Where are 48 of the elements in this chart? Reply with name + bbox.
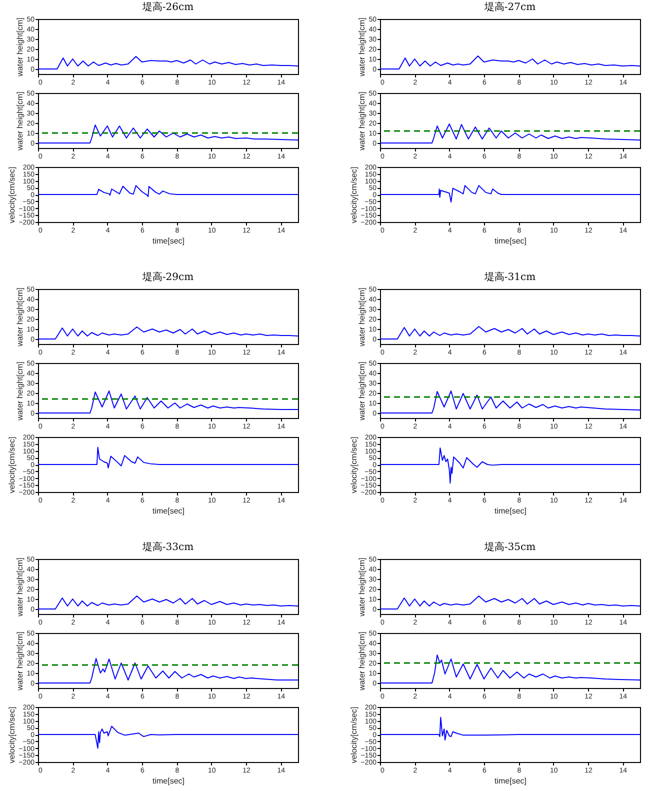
y-axis-title: water height[cm] (16, 18, 25, 78)
y-axis-title: water height[cm] (16, 632, 25, 692)
y-axis-title: velocity[cm/sec] (8, 436, 17, 494)
y-axis-title: water height[cm] (358, 288, 367, 348)
line-series (38, 726, 298, 749)
y-axis-title: velocity[cm/sec] (350, 166, 359, 224)
chart-title: 堤高-29cm (141, 271, 194, 283)
line-series (38, 446, 298, 468)
line-series (380, 654, 640, 684)
line-series (38, 185, 298, 198)
chart-title: 堤高-31cm (483, 271, 536, 283)
x-axis-title: time[sec] (494, 236, 527, 246)
line-series (38, 390, 298, 414)
line-series (380, 185, 640, 203)
line-series (38, 596, 298, 610)
line-series (380, 596, 640, 610)
y-axis-title: water height[cm] (16, 92, 25, 152)
x-axis-title: time[sec] (152, 776, 185, 786)
chart-title: 堤高-35cm (483, 541, 536, 553)
line-series (380, 448, 640, 484)
line-series (380, 326, 640, 340)
y-axis-title: water height[cm] (358, 558, 367, 618)
line-series (38, 56, 298, 70)
chart-title: 堤高-26cm (141, 1, 194, 13)
line-series (38, 326, 298, 340)
y-axis-title: water height[cm] (358, 92, 367, 152)
chart-title: 堤高-27cm (483, 1, 536, 13)
y-axis-title: water height[cm] (16, 558, 25, 618)
y-axis-title: velocity[cm/sec] (8, 166, 17, 224)
x-axis-title: time[sec] (152, 236, 185, 246)
y-axis-title: water height[cm] (358, 18, 367, 78)
line-series (38, 124, 298, 144)
y-axis-title: water height[cm] (358, 362, 367, 422)
x-axis-title: time[sec] (152, 506, 185, 516)
y-axis-title: water height[cm] (358, 632, 367, 692)
chart-title: 堤高-33cm (141, 541, 194, 553)
y-axis-title: velocity[cm/sec] (350, 706, 359, 764)
x-axis-title: time[sec] (494, 506, 527, 516)
line-series (380, 124, 640, 144)
line-series (380, 56, 640, 70)
line-series (38, 658, 298, 684)
y-axis-title: velocity[cm/sec] (8, 706, 17, 764)
line-series (380, 716, 640, 740)
y-axis-title: velocity[cm/sec] (350, 436, 359, 494)
y-axis-title: water height[cm] (16, 362, 25, 422)
line-series (380, 390, 640, 414)
x-axis-title: time[sec] (494, 776, 527, 786)
y-axis-title: water height[cm] (16, 288, 25, 348)
